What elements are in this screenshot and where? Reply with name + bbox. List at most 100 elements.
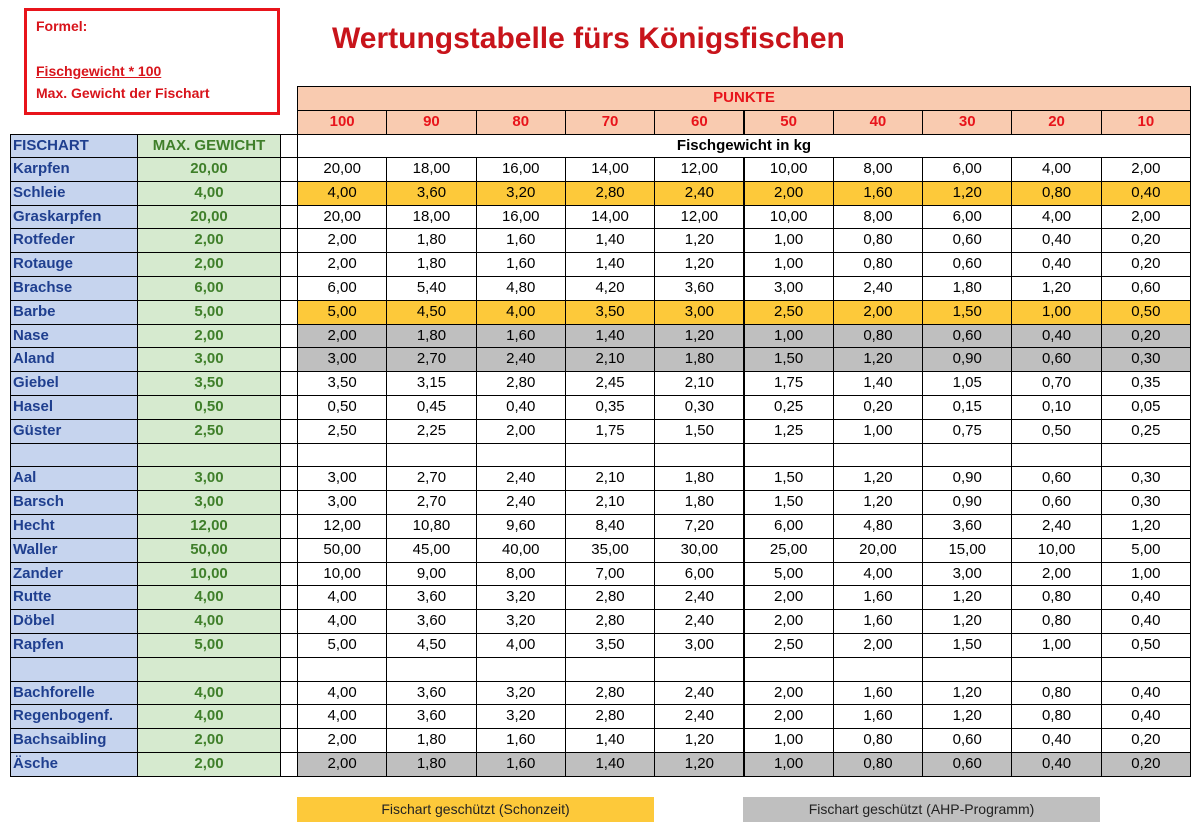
value-cell: 1,60 <box>475 752 566 777</box>
value-cell: 2,80 <box>564 680 656 706</box>
value-cell: 5,00 <box>297 299 388 325</box>
value-cell: 2,80 <box>475 371 566 396</box>
fish-cell: Regenbogenf. <box>10 704 138 730</box>
value-cell: 1,60 <box>475 228 566 254</box>
value-cell: 16,00 <box>475 204 566 230</box>
value-cell: 0,60 <box>922 728 1013 753</box>
value-cell: 18,00 <box>386 157 477 182</box>
value-cell: 0,40 <box>1011 252 1102 277</box>
formula-box <box>24 8 280 115</box>
value-cell: 1,20 <box>654 323 745 349</box>
value-cell: 1,60 <box>832 180 924 206</box>
fish-cell: Rutte <box>10 585 138 611</box>
value-cell: 2,40 <box>654 680 745 706</box>
gap-cell <box>280 704 298 730</box>
value-cell: 2,40 <box>654 585 745 611</box>
value-cell: 6,00 <box>922 157 1013 182</box>
value-cell: 4,50 <box>386 633 477 658</box>
value-cell: 3,50 <box>564 299 656 325</box>
value-cell: 8,00 <box>832 157 924 182</box>
gap-cell <box>280 633 298 658</box>
value-cell: 1,20 <box>922 704 1013 730</box>
value-cell: 0,40 <box>1100 680 1191 706</box>
value-cell: 4,00 <box>297 704 388 730</box>
value-cell: 4,50 <box>386 299 477 325</box>
value-cell <box>743 442 834 468</box>
gap-cell <box>280 134 298 158</box>
value-cell: 2,00 <box>743 704 834 730</box>
value-cell <box>922 656 1013 682</box>
value-cell: 1,20 <box>832 490 924 515</box>
gap-cell <box>280 228 298 254</box>
value-cell: 35,00 <box>564 537 656 563</box>
value-cell <box>832 656 924 682</box>
fish-cell: Graskarpfen <box>10 204 138 230</box>
value-cell <box>564 656 656 682</box>
value-cell: 1,75 <box>743 371 834 396</box>
value-cell: 3,50 <box>297 371 388 396</box>
fish-cell: Güster <box>10 418 138 444</box>
value-cell <box>297 442 388 468</box>
value-cell: 2,40 <box>654 609 745 634</box>
value-cell: 1,40 <box>564 728 656 753</box>
value-cell: 1,80 <box>654 490 745 515</box>
value-cell: 2,00 <box>475 418 566 444</box>
fish-cell: Barbe <box>10 299 138 325</box>
gap-cell <box>280 442 298 468</box>
value-cell: 2,00 <box>832 299 924 325</box>
value-cell: 1,80 <box>386 752 477 777</box>
value-cell: 0,30 <box>654 395 745 420</box>
value-cell: 25,00 <box>743 537 834 563</box>
value-cell: 0,80 <box>832 228 924 254</box>
value-cell: 2,40 <box>475 466 566 492</box>
value-cell: 6,00 <box>297 276 388 301</box>
value-cell: 1,00 <box>832 418 924 444</box>
value-cell: 2,00 <box>832 633 924 658</box>
value-cell: 0,20 <box>1100 752 1191 777</box>
value-cell: 0,40 <box>1011 752 1102 777</box>
fish-cell: Brachse <box>10 276 138 301</box>
value-cell: 0,90 <box>922 347 1013 373</box>
value-cell: 9,00 <box>386 561 477 587</box>
value-cell: 2,00 <box>297 752 388 777</box>
value-cell: 0,45 <box>386 395 477 420</box>
value-cell <box>564 442 656 468</box>
fish-cell: Barsch <box>10 490 138 515</box>
value-cell <box>386 656 477 682</box>
value-cell: 0,35 <box>1100 371 1191 396</box>
value-cell: 3,20 <box>475 180 566 206</box>
value-cell: 2,10 <box>654 371 745 396</box>
fish-header: FISCHART <box>10 134 138 158</box>
value-cell: 0,80 <box>1011 180 1102 206</box>
value-cell: 2,10 <box>564 347 656 373</box>
value-cell: 0,80 <box>1011 680 1102 706</box>
value-cell: 3,00 <box>743 276 834 301</box>
value-cell: 2,40 <box>1011 514 1102 539</box>
value-cell: 2,00 <box>297 252 388 277</box>
value-cell: 2,00 <box>743 585 834 611</box>
value-cell: 2,10 <box>564 466 656 492</box>
fish-cell: Hecht <box>10 514 138 539</box>
max-cell: 2,00 <box>137 323 281 349</box>
value-cell: 15,00 <box>922 537 1013 563</box>
value-cell: 2,80 <box>564 609 656 634</box>
value-cell: 4,00 <box>297 585 388 611</box>
value-cell: 0,50 <box>1100 633 1191 658</box>
value-cell: 10,00 <box>1011 537 1102 563</box>
value-cell <box>922 442 1013 468</box>
value-cell: 1,25 <box>743 418 834 444</box>
value-cell: 0,70 <box>1011 371 1102 396</box>
value-cell: 10,00 <box>743 204 834 230</box>
legend-item: Fischart geschützt (Schonzeit) <box>297 797 654 822</box>
value-cell: 0,50 <box>1011 418 1102 444</box>
value-cell: 1,00 <box>743 252 834 277</box>
value-cell: 7,20 <box>654 514 745 539</box>
value-cell: 8,40 <box>564 514 656 539</box>
max-cell: 6,00 <box>137 276 281 301</box>
fish-cell: Nase <box>10 323 138 349</box>
gap-cell <box>280 395 298 420</box>
value-cell: 5,00 <box>297 633 388 658</box>
value-cell <box>386 442 477 468</box>
value-cell: 0,10 <box>1011 395 1102 420</box>
fish-cell: Schleie <box>10 180 138 206</box>
